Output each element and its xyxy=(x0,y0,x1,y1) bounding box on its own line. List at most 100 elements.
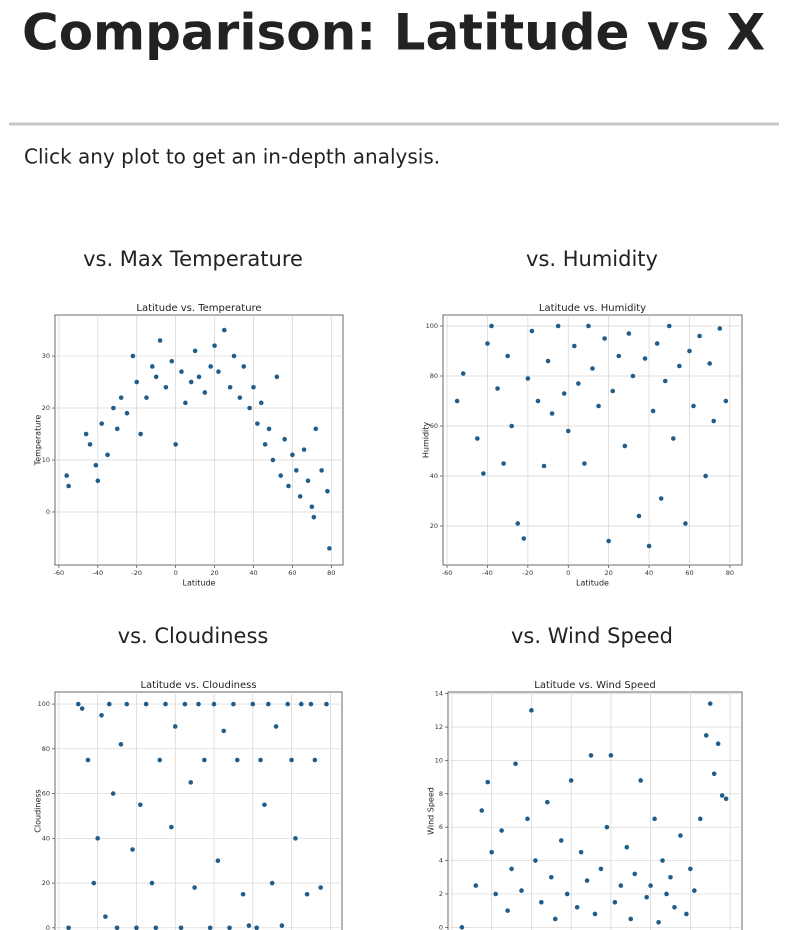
x-axis-label: Latitude xyxy=(576,579,609,588)
data-point xyxy=(143,701,149,707)
data-point xyxy=(606,538,611,544)
plot-area xyxy=(54,314,344,566)
data-point xyxy=(134,925,139,930)
data-point xyxy=(529,708,534,713)
data-point xyxy=(697,333,702,339)
data-point xyxy=(286,483,291,489)
chart-title: Latitude vs. Temperature xyxy=(136,303,261,314)
data-point xyxy=(555,323,561,329)
data-point xyxy=(658,496,664,501)
plot-area xyxy=(447,691,743,930)
x-tick-label: -40 xyxy=(92,569,103,577)
chart-title: Latitude vs. Humidity xyxy=(539,303,646,314)
data-point xyxy=(648,883,653,888)
data-point xyxy=(596,403,601,409)
data-point xyxy=(723,398,729,404)
data-point xyxy=(183,400,188,406)
data-point xyxy=(552,916,558,922)
data-point xyxy=(262,442,268,447)
y-tick-label: 30 xyxy=(42,352,50,360)
data-point xyxy=(273,724,279,729)
data-point xyxy=(149,364,155,369)
data-point xyxy=(111,405,116,411)
data-point xyxy=(549,411,555,416)
data-point xyxy=(529,328,535,334)
data-point xyxy=(683,521,688,526)
data-point xyxy=(586,323,591,329)
intro-text: Click any plot to get an in-depth analys… xyxy=(24,145,440,169)
data-point xyxy=(501,461,506,466)
plot-area xyxy=(54,691,343,930)
data-point xyxy=(644,894,649,900)
data-point xyxy=(124,410,130,416)
section-heading: vs. Wind Speed xyxy=(511,624,673,648)
data-point xyxy=(285,701,291,707)
data-point xyxy=(545,358,551,364)
data-point xyxy=(163,701,168,707)
data-point xyxy=(459,925,465,930)
plot-link[interactable]: -60-40-2002040608002468101214Latitude vs… xyxy=(427,680,743,930)
data-point xyxy=(250,701,256,707)
data-point xyxy=(642,356,648,361)
data-point xyxy=(719,793,725,798)
data-point xyxy=(289,757,294,763)
data-point xyxy=(118,395,124,400)
x-tick-label: -20 xyxy=(131,569,142,577)
chart-title: Latitude vs. Wind Speed xyxy=(534,680,655,691)
data-point xyxy=(678,833,683,838)
data-point xyxy=(83,431,89,437)
data-point xyxy=(134,379,140,385)
data-point xyxy=(624,844,630,850)
data-point xyxy=(227,384,233,390)
x-tick-label: 0 xyxy=(566,569,570,577)
data-point xyxy=(258,757,263,763)
data-point xyxy=(499,828,504,833)
data-point xyxy=(196,374,202,380)
data-point xyxy=(118,742,124,747)
chart-title: Latitude vs. Cloudiness xyxy=(140,680,256,691)
plot-link[interactable]: -60 -40 -20 0 20 40 60 80 20 40 60 80 100 Latitude vs… xyxy=(422,303,743,588)
data-point xyxy=(124,701,130,707)
data-point xyxy=(311,514,317,520)
data-point xyxy=(241,364,247,369)
data-point xyxy=(85,757,91,763)
data-point xyxy=(630,373,636,379)
data-point xyxy=(130,353,136,359)
data-point xyxy=(231,353,237,359)
data-point xyxy=(270,457,276,463)
data-point xyxy=(318,885,323,890)
data-point xyxy=(485,341,490,346)
data-point xyxy=(505,353,510,359)
data-point xyxy=(646,543,652,549)
x-tick-label: -60 xyxy=(54,569,65,577)
data-point xyxy=(671,436,676,441)
plot-link[interactable]: -60 -40 -20 0 20 40 60 80 0 10 20 30 Latitude vs. Te… xyxy=(34,303,344,588)
section-heading: vs. Humidity xyxy=(526,247,658,271)
x-tick-label: 60 xyxy=(288,569,296,577)
data-point xyxy=(691,403,696,409)
data-point xyxy=(293,468,299,473)
data-point xyxy=(711,771,717,777)
data-point xyxy=(208,364,213,369)
data-point xyxy=(485,779,491,785)
y-tick-label: 0 xyxy=(46,508,50,516)
data-point xyxy=(622,443,628,449)
y-tick-label: 20 xyxy=(42,404,50,412)
data-point xyxy=(153,374,159,380)
data-point xyxy=(153,925,159,930)
data-point xyxy=(99,421,105,426)
y-tick-label: 2 xyxy=(439,890,443,898)
plot-link[interactable]: -60-40-20020406080020406080100Latitude v… xyxy=(34,680,343,930)
data-point xyxy=(308,701,314,707)
data-point xyxy=(202,390,208,395)
page-title: Comparison: Latitude vs X xyxy=(22,4,765,62)
data-point xyxy=(519,888,524,893)
data-point xyxy=(221,728,227,734)
data-point xyxy=(192,348,198,354)
data-point xyxy=(493,891,498,897)
data-point xyxy=(178,925,184,930)
y-tick-label: 20 xyxy=(430,522,438,530)
data-point xyxy=(179,369,184,374)
data-point xyxy=(75,701,81,707)
